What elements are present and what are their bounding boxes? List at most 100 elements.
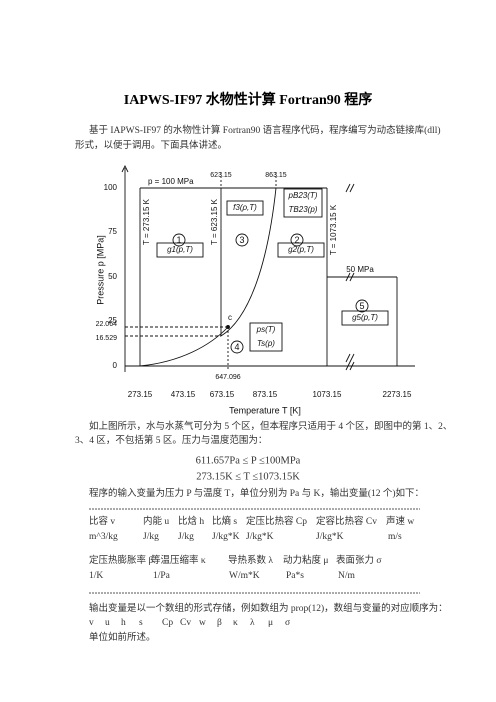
function-label: TB23(p) — [289, 205, 318, 214]
function-label: g5(p,T) — [352, 313, 378, 322]
axis-break — [345, 353, 355, 371]
isotherm-label: T = 273.15 K — [142, 198, 151, 245]
saturation-curve — [139, 326, 229, 367]
x-tick-label: 873.15 — [253, 390, 278, 399]
x-axis-label: Temperature T [K] — [229, 405, 301, 415]
paragraph-line: 单位如前所述。 — [89, 631, 156, 643]
table-cell: m/s — [388, 532, 402, 542]
x-tick-label: 273.15 — [128, 390, 153, 399]
table-cell: 定容比热容 Cv — [316, 515, 377, 527]
sequence-item: κ — [233, 618, 238, 628]
sequence-item: w — [199, 618, 206, 628]
sequence-item: Cp — [162, 618, 173, 628]
function-label: ps(T) — [256, 325, 276, 334]
region-number: 5 — [359, 301, 364, 311]
sequence-item: s — [139, 618, 143, 628]
sequence-item: σ — [285, 618, 290, 628]
axis-break — [345, 183, 355, 193]
table-cell: 表面张力 σ — [336, 554, 382, 566]
sequence-item: v — [89, 618, 94, 628]
function-label: pB23(T) — [288, 191, 318, 200]
top-label: 623.15 — [210, 172, 232, 179]
y-tick-label: 16.529 — [96, 335, 118, 342]
table-cell: 比熵 s — [212, 515, 237, 527]
table-cell: 等温压缩率 κ — [151, 554, 206, 566]
y-axis-label: Pressure p [MPa] — [95, 235, 105, 305]
table-cell: 内能 u — [143, 515, 169, 527]
function-label: Ts(p) — [257, 339, 275, 348]
top-label: 863.15 — [265, 172, 287, 179]
function-box — [249, 322, 283, 352]
table-cell: N/m — [338, 571, 356, 581]
critical-label: c — [228, 313, 232, 322]
y-tick-label: 22.064 — [96, 321, 118, 328]
function-box — [277, 242, 325, 258]
table-cell: 1/K — [89, 571, 103, 581]
table-cell: 比焓 h — [178, 515, 204, 527]
arrow — [121, 164, 129, 173]
intro-line: 形式，以便于调用。下面具体讲述。 — [75, 139, 227, 151]
sequence-item: Cv — [180, 618, 191, 628]
table-cell: 导热系数 λ — [228, 554, 273, 566]
function-box — [226, 200, 264, 216]
table-cell: J/kg — [178, 532, 194, 542]
y-tick-label: 50 — [108, 272, 117, 281]
region-circle — [172, 233, 186, 247]
table-cell: 比容 v — [89, 515, 115, 527]
region-circle — [235, 233, 249, 247]
table-cell: J/kg*K — [316, 532, 344, 542]
function-box — [156, 242, 204, 258]
region-number: 2 — [294, 235, 299, 245]
paragraph-line: 输出变量是以一个数组的形式存储，例如数组为 prop(12)，数组与变量的对应顺… — [89, 602, 448, 614]
region-circle — [230, 340, 244, 354]
paragraph-line: 3、4 区，不包括第 5 区。压力与温度范围为： — [75, 434, 267, 446]
table-cell: J/kg*K — [212, 532, 240, 542]
axis-break — [345, 272, 355, 282]
critical-temperature: 647.096 — [215, 374, 240, 381]
intro-line: 基于 IAPWS-IF97 的水物性计算 Fortran90 语言程序代码，程序… — [89, 124, 441, 136]
isotherm-label: T = 1073.15 K — [329, 204, 338, 255]
b23-curve — [220, 187, 277, 337]
region-circle — [355, 299, 369, 313]
range: 273.15K ≤ T ≤1073.15K — [196, 471, 300, 482]
table-cell: J/kg — [143, 532, 159, 542]
y-tick-label: 25 — [108, 316, 117, 325]
table-cell: 定压比热容 Cp — [246, 515, 307, 527]
y-tick-label: 0 — [113, 361, 118, 370]
sequence-item: λ — [250, 618, 255, 628]
region-number: 4 — [234, 342, 239, 352]
function-label: g2(p,T) — [288, 245, 314, 254]
table-cell: 动力粘度 μ — [283, 554, 328, 566]
pressure-label: p = 100 MPa — [148, 177, 194, 186]
function-label: g1(p,T) — [167, 245, 193, 254]
sequence-item: β — [217, 618, 222, 628]
x-tick-label: 1073.15 — [313, 390, 342, 399]
sequence-item: μ — [268, 618, 273, 628]
title: IAPWS-IF97 水物性计算 Fortran90 程序 — [124, 91, 373, 108]
range: 611.657Pa ≤ P ≤100MPa — [196, 455, 301, 466]
pressure-label: 50 MPa — [346, 265, 374, 274]
table-cell: J/kg*K — [246, 532, 274, 542]
region-circle — [290, 233, 304, 247]
sequence-item: h — [121, 618, 126, 628]
function-label: f3(ρ,T) — [233, 203, 257, 212]
x-tick-label: 2273.15 — [383, 390, 412, 399]
y-tick-label: 100 — [104, 183, 118, 192]
table-cell: 定压热膨胀率 β — [89, 554, 153, 566]
paragraph-line: 如上图所示，水与水蒸气可分为 5 个区，但本程序只适用于 4 个区，即图中的第 … — [89, 420, 452, 432]
region-number: 3 — [239, 235, 244, 245]
table-cell: W/m*K — [229, 571, 260, 581]
x-tick-label: 673.15 — [210, 390, 235, 399]
x-tick-label: 473.15 — [171, 390, 196, 399]
table-cell: 1/Pa — [153, 571, 171, 581]
region-number: 1 — [176, 235, 181, 245]
y-tick-label: 75 — [108, 227, 117, 236]
function-box — [283, 188, 323, 218]
table-cell: m^3/kg — [89, 532, 118, 542]
paragraph-line: 程序的输入变量为压力 P 与温度 T，单位分别为 Pa 与 K，输出变量(12 … — [89, 487, 424, 499]
table-cell: Pa*s — [286, 571, 304, 581]
critical-point — [226, 325, 230, 329]
table-cell: 声速 w — [386, 515, 414, 527]
